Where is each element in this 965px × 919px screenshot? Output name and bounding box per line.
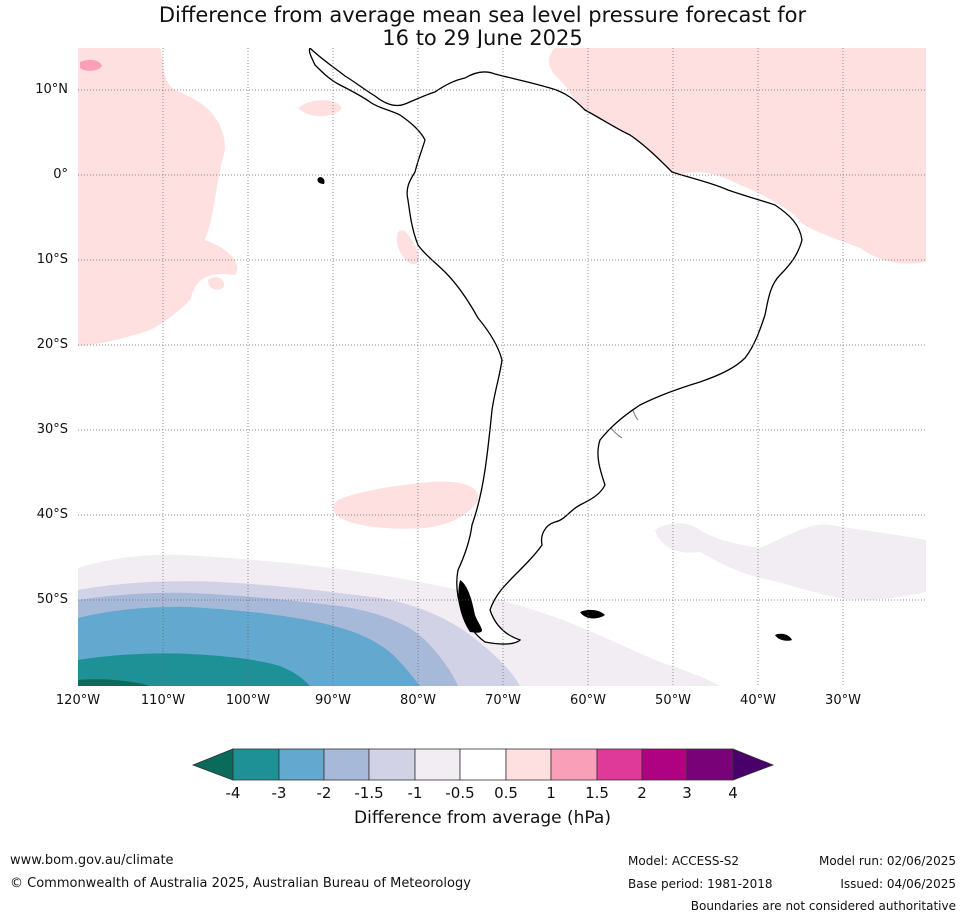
colorbar-seg-6 bbox=[459, 748, 507, 781]
colorbar-seg-7 bbox=[505, 748, 552, 781]
colorbar-tick: 1 bbox=[546, 784, 556, 802]
colorbar-seg-11 bbox=[686, 748, 734, 781]
colorbar-seg-10 bbox=[641, 748, 688, 781]
footer-website-link[interactable]: www.bom.gov.au/climate bbox=[10, 853, 174, 868]
lon-label-110w: 110°W bbox=[140, 693, 186, 708]
lon-label-30w: 30°W bbox=[825, 693, 861, 708]
colorbar-min-arrow bbox=[191, 748, 234, 781]
colorbar-tick: 0.5 bbox=[494, 784, 518, 802]
colorbar bbox=[191, 748, 775, 781]
colorbar-tick: 3 bbox=[682, 784, 692, 802]
colorbar-seg-1 bbox=[232, 748, 280, 781]
colorbar-tick: 4 bbox=[728, 784, 738, 802]
anomaly-pos-pacific-north bbox=[78, 48, 238, 346]
colorbar-tick: -2 bbox=[316, 784, 332, 802]
lat-label-10s: 10°S bbox=[36, 252, 68, 267]
colorbar-tick: -3 bbox=[271, 784, 287, 802]
anomaly-pos-pacific-blob bbox=[208, 277, 225, 290]
footer-disclaimer: Boundaries are not considered authoritat… bbox=[690, 899, 956, 913]
lat-label-30s: 30°S bbox=[36, 422, 68, 437]
colorbar-max-arrow bbox=[732, 748, 775, 781]
lat-label-50s: 50°S bbox=[36, 592, 68, 607]
colorbar-seg-4 bbox=[368, 748, 416, 781]
map-title: Difference from average mean sea level p… bbox=[0, 4, 965, 50]
footer-copyright: © Commonwealth of Australia 2025, Austra… bbox=[10, 876, 471, 891]
lat-label-20s: 20°S bbox=[36, 337, 68, 352]
map-area bbox=[78, 48, 926, 686]
colorbar-tick: -1 bbox=[407, 784, 423, 802]
lon-label-100w: 100°W bbox=[225, 693, 271, 708]
anomaly-neg-band-0-5-east bbox=[655, 523, 926, 600]
colorbar-tick: -4 bbox=[225, 784, 241, 802]
lat-label-10n: 10°N bbox=[35, 82, 68, 97]
anomaly-neg-band-4 bbox=[78, 679, 150, 686]
lon-label-60w: 60°W bbox=[570, 693, 606, 708]
footer-base-period: Base period: 1981-2018 bbox=[628, 877, 773, 891]
colorbar-seg-2 bbox=[278, 748, 325, 781]
colorbar-tick: -1.5 bbox=[354, 784, 384, 802]
lon-label-70w: 70°W bbox=[485, 693, 521, 708]
lon-label-90w: 90°W bbox=[315, 693, 351, 708]
anomaly-pos-colombia-coast bbox=[298, 100, 342, 117]
lat-label-0: 0° bbox=[53, 167, 68, 182]
footer-model-run: Model run: 02/06/2025 bbox=[818, 854, 956, 868]
title-line-1: Difference from average mean sea level p… bbox=[158, 3, 807, 27]
colorbar-seg-9 bbox=[596, 748, 643, 781]
colorbar-seg-5 bbox=[414, 748, 461, 781]
lon-label-50w: 50°W bbox=[655, 693, 691, 708]
colorbar-tick: -0.5 bbox=[445, 784, 475, 802]
south-america-coastline bbox=[308, 48, 803, 645]
lat-label-40s: 40°S bbox=[36, 507, 68, 522]
colorbar-seg-8 bbox=[550, 748, 598, 781]
islands bbox=[317, 177, 792, 641]
gridlines bbox=[78, 48, 926, 686]
colorbar-title: Difference from average (hPa) bbox=[354, 808, 611, 828]
lon-label-80w: 80°W bbox=[400, 693, 436, 708]
anomaly-pos1-pacific-small bbox=[80, 59, 102, 71]
anomaly-neg-band-3 bbox=[78, 653, 310, 686]
colorbar-tick: 2 bbox=[637, 784, 647, 802]
lon-label-120w: 120°W bbox=[55, 693, 101, 708]
footer-issued: Issued: 04/06/2025 bbox=[840, 877, 956, 891]
anomaly-pos-peru-coast bbox=[396, 230, 420, 265]
colorbar-seg-3 bbox=[323, 748, 370, 781]
anomaly-pos-atlantic bbox=[548, 48, 926, 264]
footer-model: Model: ACCESS-S2 bbox=[628, 854, 740, 868]
title-line-2: 16 to 29 June 2025 bbox=[382, 26, 583, 50]
anomaly-pos-southeast-pacific bbox=[333, 481, 479, 529]
colorbar-tick: 1.5 bbox=[585, 784, 609, 802]
lon-label-40w: 40°W bbox=[740, 693, 776, 708]
